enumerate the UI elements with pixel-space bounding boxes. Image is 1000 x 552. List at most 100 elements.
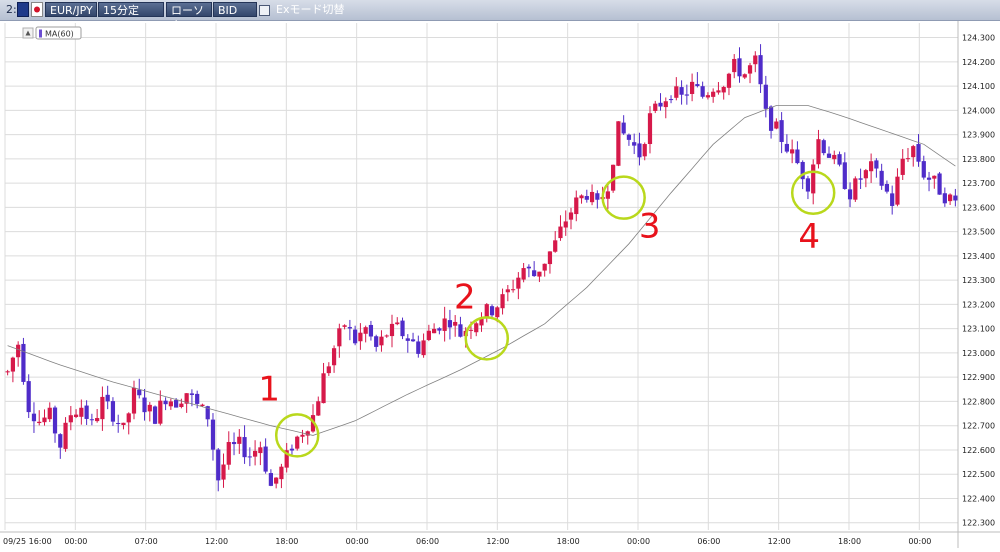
candle-body xyxy=(363,327,368,334)
price-tick-label: 123.400 xyxy=(962,252,995,261)
price-tick-label: 123.200 xyxy=(962,300,995,309)
candle-body xyxy=(884,183,890,192)
price-tick-label: 122.800 xyxy=(962,397,995,406)
candle-body xyxy=(68,415,73,423)
candle-body xyxy=(700,86,705,97)
candle-body xyxy=(147,404,152,412)
candle-body xyxy=(42,417,47,423)
time-tick-label: 09/25 16:00 xyxy=(3,537,52,546)
candle-body xyxy=(295,436,300,449)
candle-body xyxy=(289,448,295,451)
candle-body xyxy=(800,161,805,180)
candle-body xyxy=(484,304,489,319)
candle-body xyxy=(384,335,389,337)
candle-body xyxy=(563,221,568,228)
candle-body xyxy=(395,322,400,325)
candle-body xyxy=(368,324,374,337)
candle-body xyxy=(684,94,689,96)
candle-body xyxy=(489,306,495,316)
candle-body xyxy=(442,318,447,331)
candle-body xyxy=(237,436,242,444)
price-tick-label: 124.300 xyxy=(962,34,995,43)
candle-body xyxy=(326,366,331,374)
price-tick-label: 124.200 xyxy=(962,58,995,67)
price-tick-label: 122.400 xyxy=(962,494,995,503)
candle-body xyxy=(553,240,558,252)
candle-body xyxy=(742,74,747,78)
candle-body xyxy=(758,55,763,85)
candle-body xyxy=(342,325,347,327)
candle-body xyxy=(816,139,821,165)
timeframe-selector[interactable]: 15分定 xyxy=(98,2,164,17)
chart-svg: 122.300 122.400 122.500 122.600 122.700 122.8… xyxy=(0,21,1000,548)
candle-body xyxy=(795,149,800,164)
candle-body xyxy=(453,321,458,326)
price-tick-label: 123.300 xyxy=(962,276,995,285)
annotation-layer: 1 2 3 4 xyxy=(258,170,836,458)
indicator-legend: MA(60) xyxy=(22,26,82,40)
candle-body xyxy=(437,328,442,331)
price-side-selector[interactable]: BID xyxy=(213,2,257,17)
chart-style-selector[interactable]: ローソク xyxy=(166,2,212,32)
marker-number: 4 xyxy=(798,217,820,257)
chart-toolbar: 2: EUR/JPY 15分定 ローソク BID Exモード切替 xyxy=(0,0,1000,32)
candle-body xyxy=(142,397,147,413)
candle-body xyxy=(16,344,21,358)
candle-body xyxy=(168,401,173,407)
marker-number: 3 xyxy=(639,207,661,247)
ma-legend-label: MA(60) xyxy=(45,30,74,39)
candle-body xyxy=(10,357,16,372)
symbol-selector[interactable]: EUR/JPY xyxy=(45,2,97,17)
candle-body xyxy=(589,191,595,203)
candle-body xyxy=(284,450,289,468)
price-tick-label: 123.900 xyxy=(962,131,995,140)
candle-body xyxy=(353,329,358,344)
candlestick-chart[interactable]: 122.300 122.400 122.500 122.600 122.700 122.8… xyxy=(0,21,1000,548)
candle-body xyxy=(210,419,216,450)
candle-body xyxy=(474,323,479,333)
japan-flag-icon xyxy=(31,2,43,17)
candle-body xyxy=(537,271,542,277)
price-tick-label: 123.000 xyxy=(962,349,995,358)
candle-body xyxy=(626,134,632,140)
candle-body xyxy=(195,393,200,404)
candle-body xyxy=(616,121,621,166)
candle-body xyxy=(568,212,574,220)
marker-circle xyxy=(790,170,836,216)
candle-body xyxy=(521,268,526,280)
candle-body xyxy=(790,149,795,154)
candle-body xyxy=(726,73,732,88)
candle-body xyxy=(911,146,916,158)
candle-body xyxy=(905,158,911,160)
time-tick-label: 12:00 xyxy=(205,537,228,546)
candle-body xyxy=(263,446,268,472)
marker-circle xyxy=(464,316,510,361)
price-tick-label: 122.500 xyxy=(962,470,995,479)
candle-body xyxy=(747,65,753,74)
candle-body xyxy=(405,338,410,341)
candle-body xyxy=(184,393,189,404)
candle-body xyxy=(252,450,258,457)
candle-body xyxy=(642,144,647,157)
price-tick-label: 122.300 xyxy=(962,519,995,528)
candle-body xyxy=(79,407,84,417)
candle-body xyxy=(674,86,679,98)
candle-body xyxy=(331,348,337,366)
candle-body xyxy=(258,447,263,454)
candle-body xyxy=(932,175,937,179)
candle-series xyxy=(5,44,958,492)
collapse-triangle-icon[interactable] xyxy=(25,30,31,36)
price-tick-label: 124.000 xyxy=(962,106,995,115)
ex-mode-checkbox[interactable] xyxy=(259,5,270,16)
time-tick-label: 12:00 xyxy=(768,537,791,546)
candle-body xyxy=(200,404,205,406)
candle-body xyxy=(110,401,116,422)
candle-body xyxy=(858,178,863,180)
candle-body xyxy=(95,418,100,422)
marker-number: 1 xyxy=(258,369,280,409)
time-tick-label: 12:00 xyxy=(486,537,509,546)
price-tick-label: 123.500 xyxy=(962,228,995,237)
price-tick-label: 123.800 xyxy=(962,155,995,164)
price-tick-label: 124.100 xyxy=(962,82,995,91)
candle-body xyxy=(526,266,531,269)
